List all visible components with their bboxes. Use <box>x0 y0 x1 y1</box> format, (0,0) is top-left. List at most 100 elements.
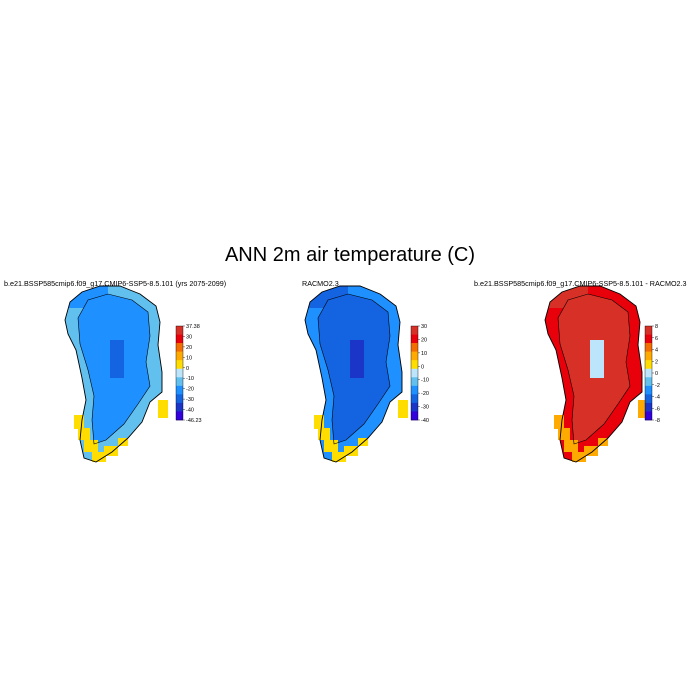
colorbar-bin <box>645 351 652 361</box>
colorbar-tick-label: 8 <box>655 324 658 330</box>
colorbar-tick-label: -40 <box>186 408 194 414</box>
ice-sheet-outline <box>77 293 151 445</box>
interior-core-fill <box>110 340 124 378</box>
colorbar-tick-label: 30 <box>421 324 427 330</box>
figure-title: ANN 2m air temperature (C) <box>224 244 476 266</box>
colorbar-tick-label: 20 <box>186 345 192 351</box>
coast-cell <box>584 446 598 456</box>
colorbar-bin <box>645 343 652 352</box>
colorbar-tick-label: 6 <box>655 336 658 342</box>
colorbar-bin <box>411 411 418 421</box>
colorbar-bin <box>411 394 418 404</box>
colorbar-bin <box>411 368 418 378</box>
colorbar-bin <box>176 334 183 344</box>
colorbar-tick-label: -40 <box>421 418 429 424</box>
colorbar-bin <box>645 368 652 378</box>
colorbar-tick-label: 20 <box>421 337 427 343</box>
coast-cell <box>104 446 118 456</box>
coast-cell <box>92 452 106 462</box>
colorbar-bin <box>411 402 418 412</box>
colorbar-tick-label: 0 <box>186 366 189 372</box>
colorbar-tick-label: -20 <box>186 387 194 393</box>
colorbar-tick-label: -6 <box>655 406 660 412</box>
colorbar: 37.38 30 20 10 0 -10 -20 -30 -40 -46.23 <box>175 324 202 424</box>
colorbar-tick-label: -4 <box>655 395 660 401</box>
coast-cell <box>638 400 648 418</box>
colorbar-frame <box>410 325 419 421</box>
map-panel-1 <box>64 285 168 463</box>
coastline <box>544 285 643 463</box>
colorbar-bin <box>176 368 183 378</box>
coast-cell <box>158 400 168 418</box>
colorbar-bin <box>645 411 652 421</box>
coast-cell <box>84 440 98 452</box>
colorbar-bin <box>411 377 418 387</box>
coast-cell <box>74 415 84 429</box>
panel-3-title: b.e21.BSSP585cmip6.f09_g17.CMIP6-SSP5-8.… <box>474 279 687 288</box>
interior-core-fill <box>350 340 364 378</box>
coast-cell <box>324 440 338 452</box>
coastline <box>304 285 403 463</box>
colorbar-tick-label: -10 <box>186 376 194 382</box>
panel-2-title: RACMO2.3 <box>302 279 339 288</box>
north-tip-fill <box>68 286 108 308</box>
map-panel-3 <box>544 285 648 463</box>
temperature-field <box>305 286 402 462</box>
coast-cell <box>398 400 408 418</box>
temperature-field <box>65 286 162 462</box>
colorbar-tick-label: 2 <box>655 359 658 365</box>
colorbar-tick-label: 0 <box>421 364 424 370</box>
colorbar-bin <box>645 334 652 344</box>
colorbar-bin <box>176 360 183 370</box>
coast-cell <box>314 415 324 429</box>
coast-cell <box>332 452 346 462</box>
north-tip-fill <box>308 286 348 308</box>
colorbar-bin <box>645 394 652 404</box>
colorbar-bin <box>411 334 418 344</box>
ice-sheet-outline <box>557 293 631 445</box>
colorbar-bin <box>176 326 183 335</box>
colorbar-bin <box>176 394 183 404</box>
coastline <box>64 285 163 463</box>
colorbar-bin <box>176 411 183 421</box>
interior-core-fill <box>590 340 604 378</box>
colorbar-bin <box>411 351 418 361</box>
colorbar-frame <box>175 325 184 421</box>
coast-cell <box>572 452 586 462</box>
colorbar: 30 20 10 0 -10 -20 -30 -40 <box>410 324 429 424</box>
colorbar-tick-label: -10 <box>421 378 429 384</box>
colorbar-bin <box>176 385 183 395</box>
coast-cell <box>344 446 358 456</box>
colorbar-tick-label: 37.38 <box>186 324 200 330</box>
colorbar-tick-label: 0 <box>655 371 658 377</box>
colorbar-tick-label: 10 <box>421 351 427 357</box>
colorbar-bin <box>411 343 418 352</box>
colorbar-bin <box>645 360 652 370</box>
colorbar-bin <box>411 360 418 370</box>
colorbar-tick-label: 30 <box>186 334 192 340</box>
temperature-field <box>545 286 642 462</box>
colorbar-bin <box>645 385 652 395</box>
colorbar-bin <box>411 326 418 335</box>
ice-sheet-outline <box>317 293 391 445</box>
colorbar-bin <box>176 377 183 387</box>
north-tip-fill <box>548 286 588 308</box>
coast-cell <box>564 440 578 452</box>
colorbar: 8 6 4 2 0 -2 -4 -6 -8 <box>644 324 660 424</box>
colorbar-tick-label: -2 <box>655 383 660 389</box>
colorbar-bin <box>176 351 183 361</box>
colorbar-bin <box>176 402 183 412</box>
colorbar-bin <box>645 326 652 335</box>
colorbar-bin <box>645 377 652 387</box>
panel-1-title: b.e21.BSSP585cmip6.f09_g17.CMIP6-SSP5-8.… <box>4 279 227 288</box>
colorbar-tick-label: 4 <box>655 348 658 354</box>
colorbar-bin <box>645 402 652 412</box>
colorbar-tick-label: -30 <box>421 405 429 411</box>
map-panel-2 <box>304 285 408 463</box>
colorbar-tick-label: -46.23 <box>186 418 202 424</box>
colorbar-tick-label: -30 <box>186 397 194 403</box>
colorbar-tick-label: -20 <box>421 391 429 397</box>
colorbar-tick-label: 10 <box>186 355 192 361</box>
colorbar-bin <box>411 385 418 395</box>
